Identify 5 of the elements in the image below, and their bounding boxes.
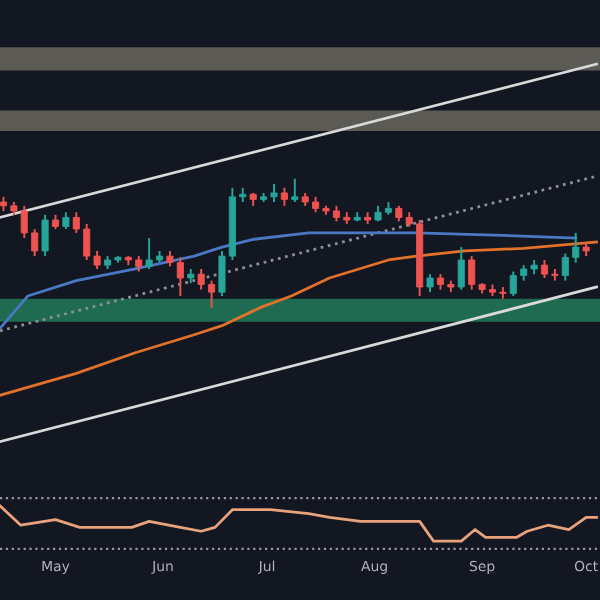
candlestick [280,186,288,207]
candlestick [426,273,434,294]
candlestick [41,213,49,258]
candlestick [457,246,465,291]
candlestick [291,177,299,203]
